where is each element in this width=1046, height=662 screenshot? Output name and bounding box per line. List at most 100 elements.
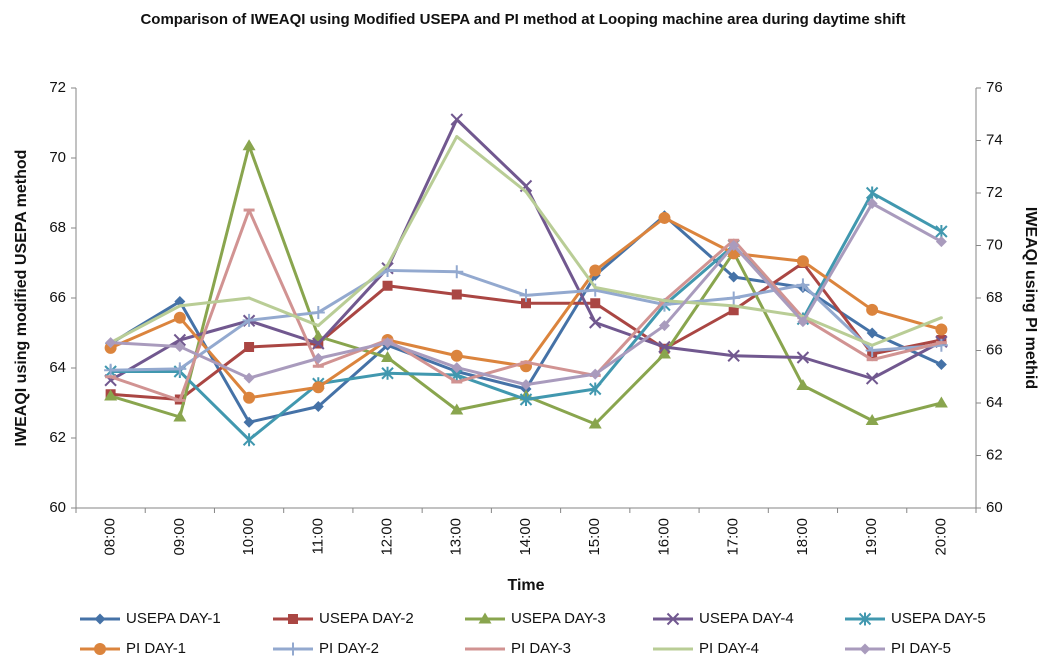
marker — [865, 414, 879, 425]
marker — [796, 278, 810, 292]
legend-item: PI DAY-5 — [845, 640, 951, 657]
marker — [658, 340, 671, 354]
legend-label: PI DAY-2 — [319, 640, 379, 657]
y2-tick-label: 74 — [986, 131, 1003, 148]
marker — [242, 139, 256, 151]
y2-tick-label: 76 — [986, 79, 1003, 96]
marker — [312, 381, 325, 394]
marker — [589, 316, 602, 329]
marker — [104, 363, 118, 377]
marker — [866, 303, 879, 316]
series-line — [109, 135, 942, 347]
y2-tick-label: 62 — [986, 446, 1003, 463]
y-tick-label: 72 — [49, 79, 66, 96]
marker — [935, 323, 948, 336]
y-tick-label: 62 — [49, 429, 66, 446]
point — [870, 343, 874, 347]
y-tick-label: 68 — [49, 219, 66, 236]
y2-tick-label: 60 — [986, 499, 1003, 516]
marker — [658, 211, 671, 224]
x-tick-label: 19:00 — [863, 518, 880, 556]
x-tick-label: 12:00 — [379, 518, 396, 556]
legend-label: PI DAY-4 — [699, 640, 759, 657]
marker — [450, 403, 464, 415]
point — [939, 316, 943, 320]
legend-marker — [859, 643, 871, 655]
x-tick-label: 18:00 — [794, 518, 811, 556]
legend-marker — [94, 643, 106, 655]
marker — [728, 240, 740, 251]
y-tick-label: 60 — [49, 499, 66, 516]
marker — [588, 417, 602, 429]
marker — [590, 298, 601, 309]
marker — [796, 351, 810, 364]
marker — [728, 305, 739, 316]
point — [316, 324, 320, 328]
marker — [242, 433, 256, 447]
marker — [728, 271, 740, 283]
legend-label: PI DAY-3 — [511, 640, 571, 657]
x-tick-label: 09:00 — [171, 518, 188, 556]
series-line — [110, 268, 942, 372]
marker — [727, 291, 741, 305]
marker — [589, 382, 602, 396]
chart-title: Comparison of IWEAQI using Modified USEP… — [140, 11, 906, 28]
marker — [934, 338, 948, 352]
legend-item: PI DAY-3 — [465, 640, 571, 657]
marker — [658, 320, 670, 332]
marker — [173, 311, 186, 324]
x-axis-title: Time — [507, 577, 544, 594]
y2-tick-label: 68 — [986, 289, 1003, 306]
legend-label: PI DAY-5 — [891, 640, 951, 657]
marker — [451, 289, 462, 300]
y2-tick-label: 70 — [986, 236, 1003, 253]
marker — [589, 264, 602, 277]
y2-tick-label: 64 — [986, 394, 1003, 411]
legend-marker — [478, 612, 492, 624]
legend-item: PI DAY-4 — [653, 640, 759, 657]
point — [593, 286, 597, 289]
legend-label: USEPA DAY-3 — [511, 610, 606, 627]
x-tick-label: 08:00 — [102, 518, 119, 556]
x-tick-label: 10:00 — [240, 518, 257, 556]
marker — [450, 113, 463, 126]
point — [455, 135, 459, 139]
marker — [104, 389, 118, 401]
marker — [173, 410, 187, 422]
y-tick-label: 64 — [49, 359, 66, 376]
marker — [242, 313, 256, 327]
marker — [520, 379, 532, 391]
marker — [451, 362, 463, 374]
marker — [173, 333, 187, 347]
marker — [382, 280, 393, 291]
marker — [865, 186, 879, 200]
marker — [934, 396, 948, 408]
marker — [935, 359, 947, 370]
marker — [450, 349, 463, 362]
y-axis-title: IWEAQI using modified USEPA method — [13, 150, 30, 447]
legend-marker — [858, 612, 872, 626]
legend-marker — [666, 612, 680, 626]
point — [662, 299, 666, 303]
marker — [243, 416, 255, 428]
marker — [312, 337, 325, 350]
y2-axis-title: IWEAQI using PI methid — [1022, 207, 1039, 389]
marker — [243, 391, 256, 404]
marker — [796, 255, 809, 268]
legend-item: USEPA DAY-2 — [273, 610, 414, 627]
marker — [311, 305, 325, 319]
y2-tick-label: 66 — [986, 341, 1003, 358]
marker — [797, 316, 809, 328]
marker — [935, 225, 948, 238]
y-tick-label: 66 — [49, 289, 66, 306]
marker — [865, 372, 879, 385]
marker — [173, 362, 187, 376]
legend-label: USEPA DAY-4 — [699, 610, 794, 627]
x-tick-label: 15:00 — [586, 518, 603, 556]
x-tick-label: 17:00 — [725, 518, 742, 556]
legend-marker — [288, 614, 298, 624]
marker — [519, 393, 533, 406]
marker — [866, 327, 878, 339]
legend-item: USEPA DAY-3 — [465, 610, 606, 627]
